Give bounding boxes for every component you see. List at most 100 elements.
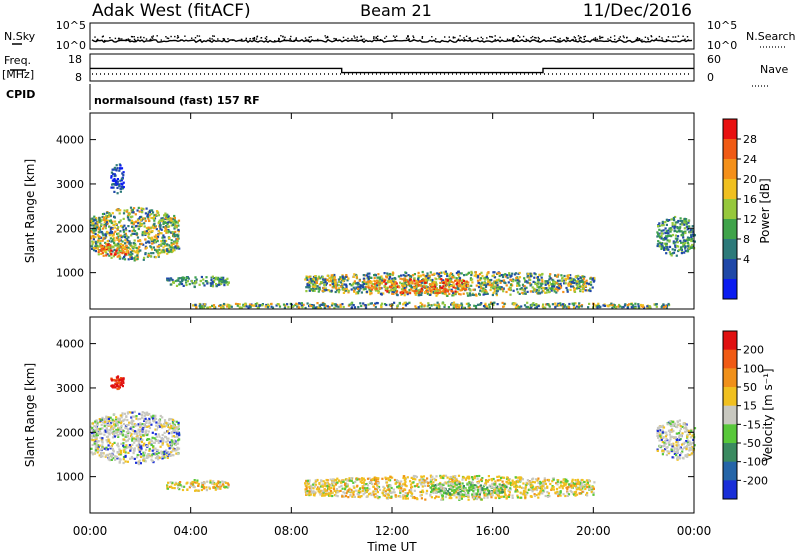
power-cell	[490, 302, 493, 305]
power-cell	[460, 302, 463, 305]
power-cell	[460, 288, 463, 292]
power-cell	[363, 274, 367, 277]
power-cell	[368, 290, 371, 293]
power-cell	[151, 209, 154, 212]
velocity-cell	[362, 477, 365, 480]
power-cell	[180, 280, 183, 283]
power-cell	[91, 247, 94, 250]
power-cell	[350, 306, 353, 309]
power-cell	[109, 251, 112, 254]
power-cell	[336, 303, 339, 307]
power-cell	[538, 292, 542, 295]
power-cell	[106, 222, 109, 225]
noise-dot	[566, 38, 568, 40]
power-cell	[415, 287, 418, 290]
power-cell	[353, 306, 357, 309]
power-cell	[289, 302, 292, 305]
power-cell	[287, 305, 290, 309]
power-cell	[168, 230, 171, 233]
power-cell	[228, 306, 231, 309]
power-cell	[496, 303, 499, 306]
velocity-cell	[401, 483, 404, 486]
power-cell	[134, 213, 137, 216]
power-cell	[660, 243, 663, 246]
power-cell	[401, 285, 404, 288]
velocity-cell	[95, 425, 98, 429]
noise-dot	[101, 36, 104, 38]
power-cell	[213, 305, 216, 309]
power-cell	[567, 282, 570, 285]
power-cell	[146, 213, 149, 216]
power-cell	[465, 288, 468, 291]
power-cell	[169, 278, 172, 281]
power-cell	[362, 302, 365, 305]
velocity-cell	[548, 495, 551, 498]
velocity-cell	[546, 486, 549, 489]
velocity-cell	[176, 430, 179, 433]
power-cell	[170, 248, 173, 251]
velocity-cell	[114, 420, 117, 423]
power-cell	[168, 220, 171, 223]
power-cell	[376, 276, 379, 279]
power-cell	[120, 250, 123, 253]
velocity-cell	[172, 424, 176, 427]
velocity-cell	[125, 444, 128, 447]
power-cell	[584, 289, 587, 292]
power-cell	[580, 304, 584, 307]
power-cell	[668, 245, 672, 248]
velocity-cell	[146, 454, 149, 457]
power-cell	[380, 302, 384, 305]
power-cell	[153, 216, 156, 219]
power-cell	[359, 286, 362, 289]
power-cell	[495, 279, 498, 282]
noise-dot	[209, 39, 211, 41]
velocity-cell	[365, 495, 368, 498]
noise-dot	[650, 35, 652, 37]
power-cell	[339, 303, 342, 306]
velocity-cell	[165, 453, 168, 456]
power-cell	[478, 293, 481, 296]
power-cell	[454, 290, 457, 293]
power-cell	[145, 207, 148, 210]
power-cell	[534, 282, 537, 286]
velocity-cell	[350, 479, 353, 483]
velocity-cell	[135, 415, 138, 418]
power-cell	[137, 227, 140, 231]
power-cell	[421, 288, 424, 291]
noise-dot	[265, 38, 268, 41]
power-cell	[456, 281, 459, 284]
power-cell	[306, 276, 310, 279]
noise-dot	[317, 38, 319, 41]
velocity-cell	[130, 455, 133, 459]
power-cell	[333, 276, 336, 279]
power-cell	[544, 280, 547, 283]
noise-dot	[595, 38, 597, 41]
power-cell	[248, 305, 251, 309]
velocity-cell	[143, 454, 146, 457]
power-cell	[467, 281, 470, 284]
velocity-cell	[177, 424, 180, 427]
power-cell	[217, 276, 220, 279]
velocity-cell	[107, 416, 110, 419]
power-cell	[98, 216, 101, 219]
power-cell	[331, 282, 334, 285]
power-cell	[121, 183, 124, 186]
power-cell	[91, 217, 94, 220]
velocity-cell	[339, 489, 342, 492]
power-cell	[668, 219, 671, 222]
power-cell	[677, 227, 680, 230]
power-cell	[408, 282, 411, 285]
noise-dot	[338, 39, 340, 41]
power-cell	[125, 210, 128, 213]
noise-dot	[184, 35, 186, 37]
velocity-cell	[173, 431, 176, 434]
power-cell	[130, 219, 134, 222]
power-cell	[306, 278, 309, 281]
noise-dot	[326, 35, 329, 38]
power-cell	[122, 235, 125, 238]
power-cell	[125, 234, 128, 237]
power-cell	[318, 288, 321, 291]
power-cell	[171, 246, 174, 249]
power-cell	[319, 306, 322, 310]
power-cell	[573, 281, 576, 285]
